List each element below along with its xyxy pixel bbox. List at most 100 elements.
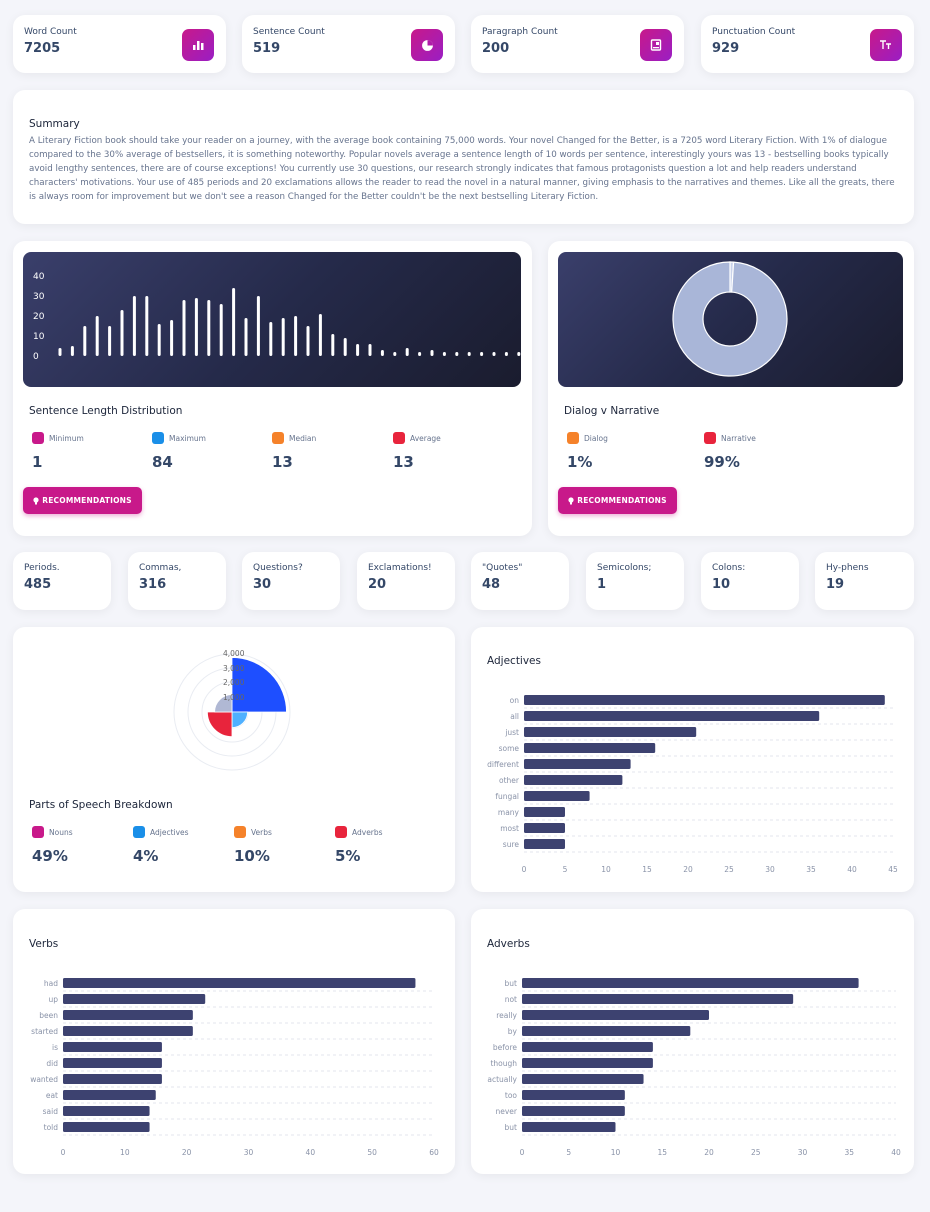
bar bbox=[232, 288, 236, 356]
parts-of-speech-title: Parts of Speech Breakdown bbox=[29, 799, 173, 811]
document-icon bbox=[234, 826, 246, 838]
bar bbox=[356, 344, 360, 356]
category-label: just bbox=[504, 728, 519, 737]
bar bbox=[524, 695, 885, 705]
x-tick-label: 25 bbox=[751, 1148, 761, 1157]
lightbulb-icon bbox=[33, 496, 39, 504]
category-label: wanted bbox=[30, 1075, 58, 1084]
document-icon bbox=[640, 29, 672, 61]
x-tick-label: 30 bbox=[765, 865, 775, 874]
x-tick-label: 5 bbox=[563, 865, 568, 874]
bar bbox=[306, 326, 310, 356]
stat-adjectives-label: Adjectives bbox=[150, 828, 189, 837]
document-icon bbox=[152, 432, 164, 444]
category-label: fungal bbox=[495, 792, 519, 801]
recommendations-button[interactable]: RECOMMENDATIONS bbox=[23, 487, 142, 514]
punct-label: Hy-phens bbox=[826, 563, 869, 573]
category-label: all bbox=[510, 712, 519, 721]
bar bbox=[95, 316, 99, 356]
category-label: eat bbox=[46, 1091, 58, 1100]
y-tick-label: 0 bbox=[33, 352, 39, 362]
category-label: though bbox=[490, 1059, 517, 1068]
bar bbox=[170, 320, 174, 356]
adjectives-title: Adjectives bbox=[487, 655, 541, 667]
person-icon bbox=[567, 432, 579, 444]
stat-label: Paragraph Count bbox=[482, 27, 558, 37]
bar bbox=[318, 314, 322, 356]
punct-label: Exclamations! bbox=[368, 563, 432, 573]
stat-average-label: Average bbox=[410, 434, 441, 443]
punct-card-hyphens: Hy-phens 19 bbox=[815, 552, 914, 610]
punct-value: 20 bbox=[368, 577, 387, 592]
category-label: started bbox=[31, 1027, 58, 1036]
x-tick-label: 10 bbox=[611, 1148, 621, 1157]
bar bbox=[524, 839, 565, 849]
r-tick-label: 4,000 bbox=[223, 649, 245, 658]
stat-verbs-label: Verbs bbox=[251, 828, 272, 837]
stat-adverbs-label: Adverbs bbox=[352, 828, 383, 837]
bar bbox=[418, 352, 422, 356]
recommendations-button[interactable]: RECOMMENDATIONS bbox=[558, 487, 677, 514]
bar bbox=[194, 298, 198, 356]
summary-text: A Literary Fiction book should take your… bbox=[29, 136, 895, 202]
category-label: actually bbox=[487, 1075, 517, 1084]
x-tick-label: 30 bbox=[244, 1148, 254, 1157]
x-tick-label: 25 bbox=[724, 865, 734, 874]
document-icon bbox=[32, 826, 44, 838]
x-tick-label: 20 bbox=[683, 865, 693, 874]
punct-card-questions: Questions? 30 bbox=[242, 552, 340, 610]
r-tick-label: 3,000 bbox=[223, 664, 245, 673]
sentence-length-title: Sentence Length Distribution bbox=[29, 405, 183, 417]
bar bbox=[524, 727, 697, 737]
stat-minimum-value: 1 bbox=[32, 453, 43, 471]
stat-verbs-value: 10% bbox=[234, 847, 270, 865]
punct-value: 1 bbox=[597, 577, 607, 592]
bar bbox=[63, 978, 416, 988]
document-icon bbox=[393, 432, 405, 444]
x-tick-label: 35 bbox=[806, 865, 816, 874]
category-label: been bbox=[39, 1011, 58, 1020]
bar bbox=[219, 304, 223, 356]
x-tick-label: 45 bbox=[888, 865, 898, 874]
bar bbox=[522, 1010, 709, 1020]
bar bbox=[63, 1122, 150, 1132]
punct-value: 10 bbox=[712, 577, 731, 592]
punct-card-quotes: "Quotes" 48 bbox=[471, 552, 569, 610]
punct-card-semicolons: Semicolons; 1 bbox=[586, 552, 684, 610]
stat-average-value: 13 bbox=[393, 453, 414, 471]
stat-value: 7205 bbox=[24, 41, 61, 56]
punct-card-exclamations: Exclamations! 20 bbox=[357, 552, 455, 610]
category-label: most bbox=[500, 824, 519, 833]
document-icon bbox=[133, 826, 145, 838]
bar bbox=[256, 296, 260, 356]
punct-value: 30 bbox=[253, 577, 272, 592]
x-tick-label: 10 bbox=[601, 865, 611, 874]
punct-label: "Quotes" bbox=[482, 563, 523, 573]
parts-of-speech-chart: 4,000 3,000 2,000 1,000 bbox=[173, 649, 291, 771]
bar bbox=[405, 348, 409, 356]
stat-value: 200 bbox=[482, 41, 510, 56]
dialog-narrative-svg bbox=[672, 261, 788, 377]
bar bbox=[207, 300, 211, 356]
bar bbox=[63, 1042, 162, 1052]
document-icon bbox=[272, 432, 284, 444]
bar bbox=[522, 1074, 644, 1084]
punct-label: Commas, bbox=[139, 563, 182, 573]
bar bbox=[294, 316, 298, 356]
bar bbox=[368, 344, 372, 356]
bar bbox=[522, 1106, 625, 1116]
polar-segment bbox=[214, 694, 233, 713]
bar bbox=[269, 322, 273, 356]
bar bbox=[504, 352, 508, 356]
stat-median-label: Median bbox=[289, 434, 317, 443]
category-label: too bbox=[505, 1091, 518, 1100]
bar bbox=[380, 350, 384, 356]
x-tick-label: 15 bbox=[642, 865, 652, 874]
stat-maximum-value: 84 bbox=[152, 453, 173, 471]
sentence-length-card: 0 10 20 30 40 Sentence Length Distribution M… bbox=[13, 241, 532, 536]
bar bbox=[58, 348, 62, 356]
recommendations-label: RECOMMENDATIONS bbox=[42, 496, 132, 505]
polar-segment bbox=[231, 657, 287, 713]
bar bbox=[281, 318, 285, 356]
grid-ring bbox=[173, 653, 291, 771]
